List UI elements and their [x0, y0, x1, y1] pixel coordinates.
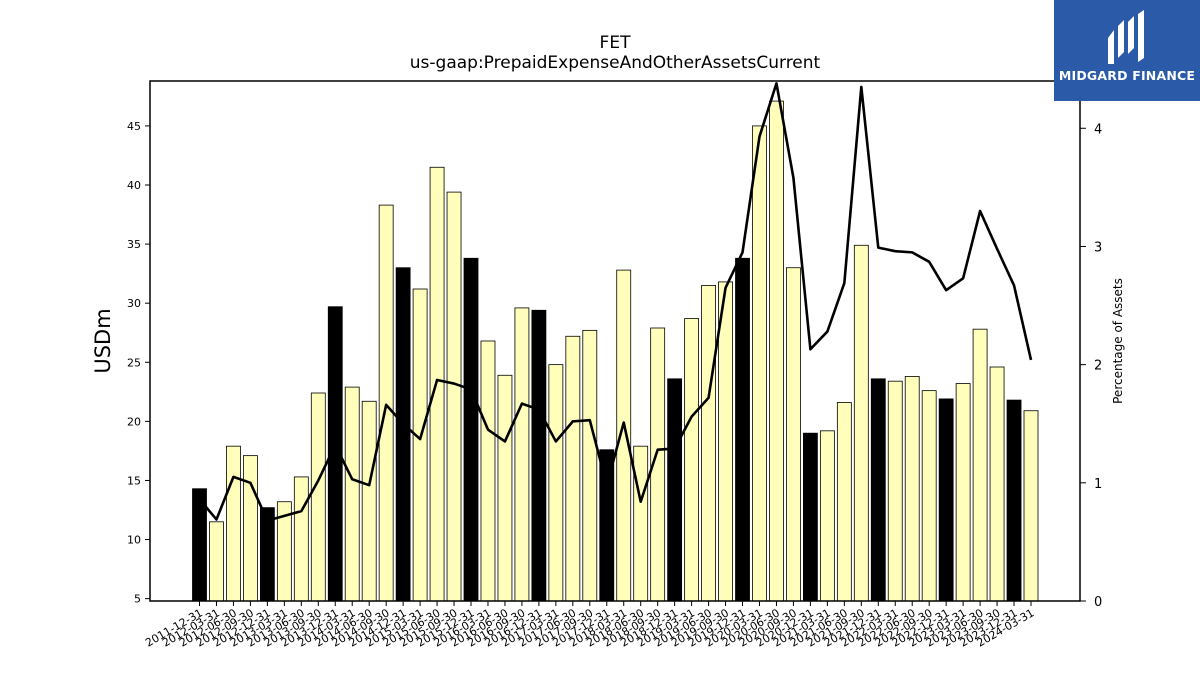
y-tick-label: 35 [127, 238, 141, 251]
bar [412, 288, 428, 602]
bar [836, 402, 852, 602]
y-tick-label: 10 [127, 534, 141, 547]
bar [955, 383, 971, 602]
bar [870, 378, 886, 602]
y-tick-label: 25 [127, 356, 141, 369]
bar [395, 267, 411, 602]
x-axis: 2011-12-312012-03-312012-06-302012-09-30… [143, 601, 1037, 650]
bar [752, 125, 767, 602]
y2-tick-label: 1 [1094, 477, 1102, 492]
bar [463, 257, 479, 602]
bar [582, 329, 598, 602]
bar [293, 476, 309, 602]
y2-axis-label: Percentage of Assets [1111, 278, 1125, 404]
y-tick-label: 15 [127, 474, 141, 487]
bar [599, 449, 615, 602]
bar [938, 398, 954, 602]
bar [904, 376, 920, 602]
y2-tick-label: 2 [1094, 359, 1102, 374]
bar [972, 328, 988, 602]
bar [819, 430, 835, 602]
bar [497, 374, 513, 602]
y2-tick-label: 4 [1094, 122, 1102, 137]
y-tick-label: 20 [127, 415, 141, 428]
bar [989, 366, 1005, 602]
bar [480, 340, 496, 602]
brand-name: MIDGARD FINANCE [1058, 68, 1196, 83]
bar [667, 378, 683, 602]
chart-title: FET [600, 33, 632, 53]
y-axis-label: USDm [91, 308, 115, 373]
bars [192, 100, 1039, 602]
bar [786, 267, 801, 602]
bar [769, 100, 784, 602]
bar [446, 191, 462, 602]
bar [1023, 410, 1039, 602]
midgard-logo-icon [1108, 10, 1144, 64]
bar [921, 390, 937, 602]
bar [209, 521, 224, 602]
bar [684, 318, 700, 602]
line-path [198, 82, 1033, 522]
bar [701, 285, 716, 602]
bar [531, 309, 547, 602]
y-tick-label: 5 [134, 593, 141, 606]
bar [378, 204, 394, 602]
bar [633, 445, 649, 602]
y2-tick-label: 0 [1094, 595, 1102, 610]
chart-subtitle: us-gaap:PrepaidExpenseAndOtherAssetsCurr… [410, 53, 821, 73]
bar [1006, 399, 1022, 602]
bar [243, 455, 258, 602]
bar [548, 364, 564, 602]
bar [887, 380, 903, 602]
bar [514, 307, 530, 602]
bar [226, 445, 241, 602]
y-tick-label: 40 [127, 179, 141, 192]
y-axis-left: 5 10 15 20 25 30 35 40 45 [127, 120, 150, 606]
y2-tick-label: 3 [1094, 240, 1102, 255]
y-axis-right: 0 1 2 3 4 [1080, 122, 1102, 610]
line-series [198, 82, 1033, 522]
bar [718, 281, 733, 602]
bar [565, 335, 581, 602]
y-tick-label: 30 [127, 297, 141, 310]
bar [616, 269, 632, 602]
bar [310, 392, 326, 602]
y-tick-label: 45 [127, 120, 141, 133]
bar [853, 244, 869, 602]
bar [735, 257, 750, 602]
bar [344, 386, 360, 602]
plot-frame [149, 80, 1081, 602]
bar [803, 432, 818, 602]
bar [361, 400, 377, 602]
brand-logo: MIDGARD FINANCE [1054, 0, 1200, 101]
